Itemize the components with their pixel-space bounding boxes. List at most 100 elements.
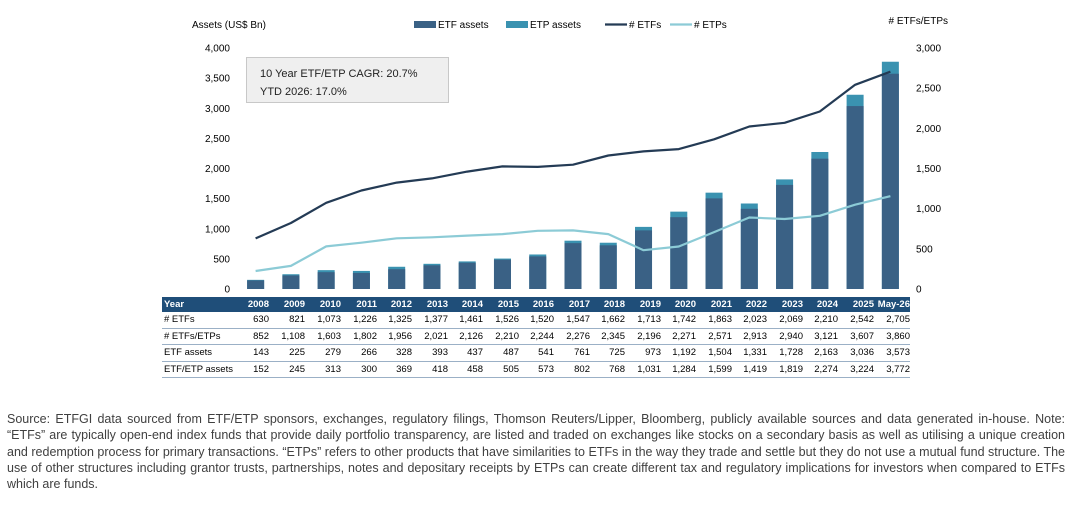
table-cell: 973 — [625, 344, 661, 362]
etf-assets-bar — [670, 217, 688, 289]
table-header-year: 2019 — [625, 297, 661, 313]
table-cell: 1,377 — [412, 312, 448, 329]
table-header-year: 2010 — [305, 297, 341, 313]
etf-assets-bar — [846, 106, 864, 290]
table-header-year: 2021 — [696, 297, 732, 313]
legend-etp-assets-label: ETP assets — [530, 20, 581, 31]
table-cell: 369 — [377, 361, 412, 379]
table-cell: 2,542 — [838, 312, 874, 329]
table-cell: 852 — [236, 328, 269, 346]
etf-assets-bar — [529, 256, 547, 289]
table-cell: 1,863 — [696, 312, 732, 329]
legend-etps-count-label: # ETPs — [694, 20, 727, 31]
combo-chart: Assets (US$ Bn) # ETFs/ETPs 4,000 3,500 3,00… — [192, 16, 948, 296]
table-cell: 3,224 — [838, 361, 874, 379]
etf-assets-bar — [247, 280, 265, 289]
table-cell: 1,547 — [554, 312, 590, 329]
y-tick-label: 1,000 — [205, 224, 230, 235]
y-tick-label: 500 — [213, 254, 230, 265]
y2-tick-label: 500 — [916, 244, 933, 255]
table-cell: 2,940 — [767, 328, 803, 346]
etf-assets-bar — [282, 275, 300, 289]
etf-assets-bar — [776, 184, 794, 289]
table-header-year: 2018 — [590, 297, 625, 313]
table-cell: 2,069 — [767, 312, 803, 329]
table-cell: 761 — [554, 344, 590, 362]
legend-etf-assets-swatch — [414, 21, 436, 28]
y-tick-label: 2,500 — [205, 134, 230, 145]
table-cell: 2,244 — [519, 328, 554, 346]
table-cell: 2,705 — [874, 312, 910, 329]
table-cell: 2,126 — [448, 328, 483, 346]
y-tick-label: 3,000 — [205, 104, 230, 115]
legend-etfs-count-label: # ETFs — [629, 20, 661, 31]
table-cell: 3,121 — [803, 328, 838, 346]
etf-assets-bar — [423, 265, 441, 289]
etf-assets-bar — [740, 208, 758, 289]
table-cell: 1,504 — [696, 344, 732, 362]
table-cell: 1,742 — [661, 312, 696, 329]
etf-assets-bar — [705, 198, 723, 289]
table-cell: 1,331 — [732, 344, 767, 362]
table-row-label: ETF assets — [162, 344, 236, 362]
table-cell: 1,108 — [269, 328, 305, 346]
etps-count-line — [255, 195, 891, 273]
etf-assets-bar — [352, 272, 370, 289]
legend-etp-assets-swatch — [506, 21, 528, 28]
table-cell: 1,956 — [377, 328, 412, 346]
y2-tick-label: 3,000 — [916, 44, 941, 55]
table-cell: 1,802 — [341, 328, 377, 346]
table-cell: 418 — [412, 361, 448, 379]
table-header-year: May-26 — [874, 297, 910, 313]
table-cell: 437 — [448, 344, 483, 362]
table-cell: 393 — [412, 344, 448, 362]
table-cell: 328 — [377, 344, 412, 362]
table-cell: 266 — [341, 344, 377, 362]
table-row-label: # ETFs — [162, 312, 236, 329]
table-cell: 2,023 — [732, 312, 767, 329]
table-row: # ETFs/ETPs 852 1,108 1,603 1,802 1,956 2,021 2… — [162, 328, 910, 346]
table-cell: 725 — [590, 344, 625, 362]
table-cell: 1,419 — [732, 361, 767, 379]
table-cell: 768 — [590, 361, 625, 379]
legend-etf-assets-label: ETF assets — [438, 20, 489, 31]
table-header-year: 2008 — [236, 297, 269, 313]
data-table: Year 2008 2009 2010 2011 2012 2013 2014 2015 2016… — [162, 297, 910, 379]
etf-assets-bar — [388, 269, 406, 289]
table-header-year: 2023 — [767, 297, 803, 313]
table-cell: 300 — [341, 361, 377, 379]
table-cell: 313 — [305, 361, 341, 379]
table-cell: 1,662 — [590, 312, 625, 329]
table-cell: 2,913 — [732, 328, 767, 346]
table-cell: 802 — [554, 361, 590, 379]
y-axis-title: Assets (US$ Bn) — [192, 20, 266, 31]
table-cell: 1,526 — [483, 312, 519, 329]
table-header-year: 2020 — [661, 297, 696, 313]
table-header-year: 2022 — [732, 297, 767, 313]
table-header-year: 2025 — [838, 297, 874, 313]
table-header-year: 2012 — [377, 297, 412, 313]
table-cell: 3,036 — [838, 344, 874, 362]
table-cell: 1,728 — [767, 344, 803, 362]
table-header-year: 2016 — [519, 297, 554, 313]
table-cell: 1,226 — [341, 312, 377, 329]
y-tick-label: 3,500 — [205, 74, 230, 85]
table-header-label: Year — [162, 297, 236, 313]
cagr-annotation-line-1: 10 Year ETF/ETP CAGR: 20.7% — [260, 68, 418, 80]
etf-assets-bar — [317, 272, 335, 289]
table-cell: 2,274 — [803, 361, 838, 379]
table-header-year: 2009 — [269, 297, 305, 313]
table-cell: 821 — [269, 312, 305, 329]
table-cell: 3,607 — [838, 328, 874, 346]
table-cell: 3,573 — [874, 344, 910, 362]
y-tick-label: 2,000 — [205, 164, 230, 175]
table-cell: 3,772 — [874, 361, 910, 379]
table-row: ETF/ETP assets 152 245 313 300 369 418 458 505 57… — [162, 361, 910, 379]
table-row-label: # ETFs/ETPs — [162, 328, 236, 346]
table-cell: 1,073 — [305, 312, 341, 329]
etf-assets-bar — [635, 230, 653, 289]
table-cell: 1,325 — [377, 312, 412, 329]
table-header-year: 2015 — [483, 297, 519, 313]
table-header-year: 2011 — [341, 297, 377, 313]
table-cell: 2,210 — [803, 312, 838, 329]
